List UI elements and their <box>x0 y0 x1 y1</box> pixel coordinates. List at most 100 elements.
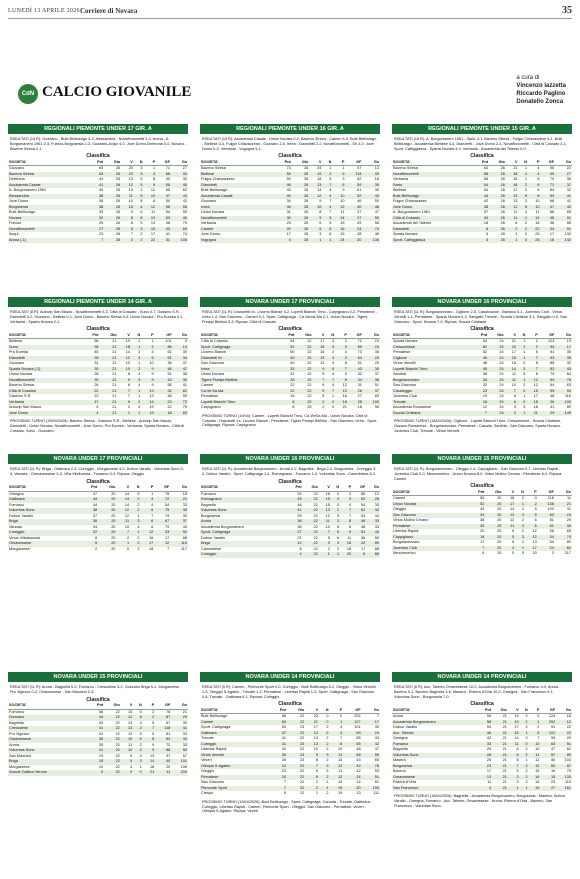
table-row: Ca.Ve.Sa.Ma 22 22 5 7 10 28 37 <box>200 388 380 395</box>
table-cell: 63 <box>540 741 557 748</box>
results-text: RISULTATI (11 R): Briga - Gattinara 2-3,… <box>10 467 184 476</box>
table-cell: 115 <box>170 541 188 547</box>
table-row: Borgolavezzaro 17 20 5 2 13 54 80 <box>392 540 572 546</box>
table-cell: 48 <box>297 502 302 507</box>
table-cell: 79 <box>165 513 170 518</box>
table-cell: Cureggio <box>200 741 270 748</box>
table-cell: Briga <box>8 759 88 765</box>
table-cell: Lupetti Bianchi Trino <box>392 366 472 373</box>
table-cell: 19 <box>566 339 571 344</box>
table-cell: 2 <box>505 226 519 233</box>
column-header: Pnt <box>80 485 99 492</box>
table-cell: 26 <box>500 221 505 226</box>
table-cell: 100 <box>555 399 572 406</box>
table-cell: 46 <box>274 182 292 189</box>
table-cell: 18 <box>374 177 379 182</box>
table-cell: 10 <box>313 747 319 752</box>
table-cell: 24 <box>345 226 363 233</box>
table-cell: 22 <box>313 513 318 518</box>
table-cell: 35 <box>98 742 104 747</box>
column-header: V <box>312 332 326 340</box>
table-cell: 53 <box>156 215 171 222</box>
table-cell: 7 <box>142 726 156 732</box>
table-cell: 4 <box>140 497 155 503</box>
table-cell: Fomarco <box>9 709 24 714</box>
table-cell: 17 <box>361 719 380 726</box>
table-cell: 22 <box>313 502 318 507</box>
table-cell: 64 <box>566 372 571 377</box>
table-cell: 79 <box>566 769 571 774</box>
table-cell: 1 <box>524 166 527 171</box>
table-row: Novara 32 26 8 8 10 53 46 <box>8 215 188 222</box>
table-cell: Arona <box>393 714 404 719</box>
table-cell: 1 <box>116 541 131 547</box>
column-header: Pnt <box>471 332 489 340</box>
table-cell: 24 <box>488 399 505 406</box>
table-cell: 46 <box>170 215 188 222</box>
table-cell: 95 <box>549 166 555 171</box>
table-cell: 7 <box>151 513 154 518</box>
table-cell: 202 <box>354 714 361 719</box>
table-cell: 34 <box>154 388 173 395</box>
table-cell: 3 <box>516 780 519 785</box>
table-row: Juve Domo 38 26 10 8 8 50 42 <box>8 199 188 205</box>
table-cell: 49 <box>278 355 296 362</box>
table-cell: 6 <box>537 177 540 182</box>
table-row: Vogogna 4 26 1 1 24 20 136 <box>200 237 380 244</box>
table-cell: San Francesco <box>392 785 477 792</box>
table-cell: 27 <box>286 530 303 536</box>
column-header: N <box>325 332 336 340</box>
table-cell: 2 <box>140 232 143 237</box>
table-cell: 103 <box>564 758 571 763</box>
table-cell: 23 <box>300 758 305 763</box>
table-cell: 3 <box>319 763 330 770</box>
table-cell: 9 <box>322 372 325 377</box>
table-cell: 5 <box>322 394 325 399</box>
table-cell: 23 <box>286 221 291 226</box>
table-cell: 20 <box>111 524 116 529</box>
column-header: SOCIETA' <box>200 332 279 340</box>
table-cell: Accademia Casale <box>8 182 88 189</box>
table-cell: 1 <box>130 410 142 417</box>
table-row: Ciglione 49 24 16 1 7 93 35 <box>392 355 572 362</box>
table-row: Bulè Bellinzago 66 22 22 0 0 202 7 <box>200 714 380 720</box>
table-row: Volumtas Suno 38 20 12 2 6 75 35 <box>8 508 188 514</box>
table-cell: 26 <box>304 210 309 215</box>
table-cell: 40 <box>274 193 292 200</box>
table-cell: 33 <box>362 171 380 178</box>
table-cell: 31 <box>290 372 295 377</box>
table-cell: 1 <box>507 785 520 792</box>
table-cell: Bagnella <box>9 720 24 725</box>
table-cell: 37 <box>166 753 171 758</box>
table-cell: 53 <box>281 725 286 730</box>
table-cell: 8 <box>319 210 322 215</box>
table-row: Acqui 23 26 7 2 17 41 74 <box>8 232 188 238</box>
table-cell: Accademia Casale <box>200 193 275 200</box>
table-cell: 22 <box>295 388 313 395</box>
table-cell: 63 <box>87 171 105 178</box>
table-row: Biellese 59 26 19 2 5 113 33 <box>200 171 380 178</box>
table-cell: 5 <box>140 221 143 226</box>
table-cell: 20 <box>98 497 117 503</box>
table-cell: 16 <box>290 394 295 399</box>
table-cell: 36 <box>549 221 555 226</box>
table-cell: 7 <box>130 232 133 237</box>
table-cell: 9 <box>151 383 154 388</box>
table-cell: 22 <box>556 730 572 737</box>
table-cell: 31 <box>94 361 99 366</box>
table-cell: 2 <box>126 535 130 540</box>
table-cell: 58 <box>483 177 489 182</box>
table-cell: 6 <box>515 221 518 226</box>
table-cell: 1 <box>523 394 526 399</box>
table-cell: 1 <box>515 545 525 552</box>
table-cell: 2 <box>524 221 527 226</box>
table-cell: Baveno Stresa <box>9 383 34 388</box>
table-cell: 3 <box>524 188 527 193</box>
table-cell: 34 <box>540 226 556 233</box>
table-cell: 21 <box>502 780 507 785</box>
column-header: V <box>507 707 520 715</box>
table-cell: 58 <box>98 709 104 714</box>
table-cell: 7 <box>340 736 343 741</box>
table-cell: 150 <box>361 785 380 792</box>
table-cell: 5 <box>152 720 155 725</box>
